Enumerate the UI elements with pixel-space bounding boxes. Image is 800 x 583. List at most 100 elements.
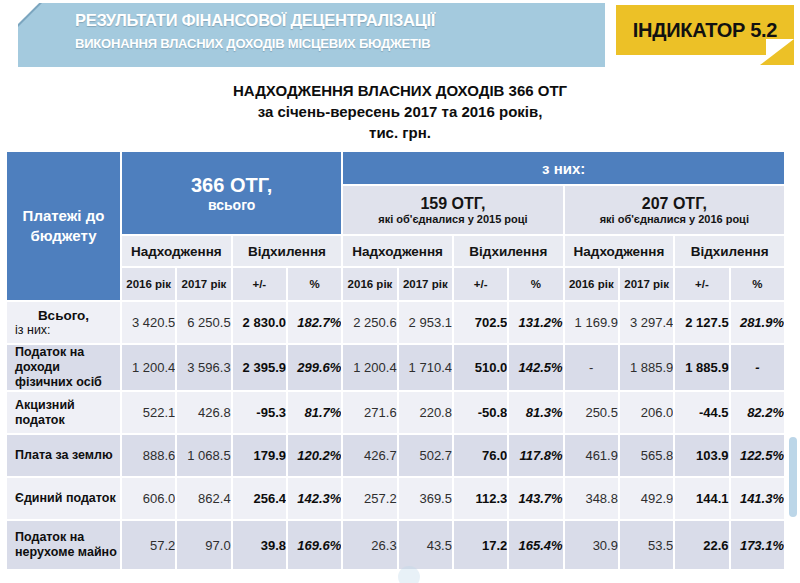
cell: 2 830.0 (233, 302, 286, 343)
table-row-total: Всього, із них: 3 420.5 6 250.5 2 830.0 … (7, 302, 784, 343)
header-deviation-159: Відхилення (454, 236, 563, 266)
cell: 492.9 (620, 478, 673, 519)
table-title-line2: за січень-вересень 2017 та 2016 років, (0, 101, 800, 122)
cell: 142.5% (509, 345, 562, 390)
header-year-2016: 2016 рік (343, 268, 396, 300)
row-label-bold: Всього, (7, 308, 120, 323)
slide: РЕЗУЛЬТАТИ ФІНАНСОВОЇ ДЕЦЕНТРАЛІЗАЦІЇ ВИ… (0, 0, 800, 583)
row-label: Податок на нерухоме майно (7, 521, 120, 569)
header-year-2017: 2017 рік (177, 268, 230, 300)
header-inflow-total: Надходження (122, 236, 231, 266)
subgroup-159-line2: які об'єдналися у 2015 році (343, 213, 562, 226)
cell: 250.5 (565, 392, 618, 433)
header-year-2016: 2016 рік (122, 268, 175, 300)
cell: 39.8 (233, 521, 286, 569)
cell: 299.6% (288, 345, 341, 390)
cell: 17.2 (454, 521, 507, 569)
cell: 143.7% (509, 478, 562, 519)
row-label-bold: Єдиний податок (7, 491, 120, 506)
cell: 1 200.4 (343, 345, 396, 390)
scrollbar-thumb[interactable] (789, 437, 797, 517)
row-label: Єдиний податок (7, 478, 120, 519)
cell: 2 953.1 (399, 302, 452, 343)
cell: 182.7% (288, 302, 341, 343)
row-label-bold: Акцизний податок (7, 398, 120, 428)
cell: 257.2 (343, 478, 396, 519)
header-delta: +/- (454, 268, 507, 300)
subgroup-header-159: 159 ОТГ, які об'єдналися у 2015 році (343, 186, 562, 234)
cell: 22.6 (675, 521, 728, 569)
cell: - (731, 345, 784, 390)
table-title: НАДХОДЖЕННЯ ВЛАСНИХ ДОХОДІВ 366 ОТГ за с… (0, 80, 800, 143)
cell: 522.1 (122, 392, 175, 433)
cell: - (565, 345, 618, 390)
cell: 57.2 (122, 521, 175, 569)
cell: -95.3 (233, 392, 286, 433)
cell: 117.8% (509, 435, 562, 476)
header-deviation-total: Відхилення (233, 236, 342, 266)
table-title-line1: НАДХОДЖЕННЯ ВЛАСНИХ ДОХОДІВ 366 ОТГ (0, 80, 800, 101)
column-header-payments: Платежі до бюджету (7, 152, 120, 300)
cell: 369.5 (399, 478, 452, 519)
table-row-land: Плата за землю 888.6 1 068.5 179.9 120.2… (7, 435, 784, 476)
row-label: Акцизний податок (7, 392, 120, 433)
table-row-excise: Акцизний податок 522.1 426.8 -95.3 81.7%… (7, 392, 784, 433)
header-inflow-159: Надходження (343, 236, 452, 266)
row-label: Плата за землю (7, 435, 120, 476)
cell: 256.4 (233, 478, 286, 519)
header-delta: +/- (675, 268, 728, 300)
header-year-2017: 2017 рік (399, 268, 452, 300)
table-row-single-tax: Єдиний податок 606.0 862.4 256.4 142.3% … (7, 478, 784, 519)
cell: 97.0 (177, 521, 230, 569)
cell: 122.5% (731, 435, 784, 476)
cell: 510.0 (454, 345, 507, 390)
cell: 1 885.9 (620, 345, 673, 390)
cell: 502.7 (399, 435, 452, 476)
row-label-normal: із них: (7, 323, 120, 338)
cell: 2 127.5 (675, 302, 728, 343)
cell: 6 250.5 (177, 302, 230, 343)
total-366-line2: всього (122, 197, 341, 213)
table-row-pit: Податок на доходи фізичних осіб 1 200.4 … (7, 345, 784, 390)
group-header-total-366: 366 ОТГ, всього (122, 152, 341, 234)
cell: 30.9 (565, 521, 618, 569)
cell: 888.6 (122, 435, 175, 476)
cell: 220.8 (399, 392, 452, 433)
cell: 348.8 (565, 478, 618, 519)
header-delta: +/- (233, 268, 286, 300)
cell: 43.5 (399, 521, 452, 569)
subgroup-207-line1: 207 ОТГ, (565, 194, 784, 213)
watermark-dot (398, 566, 420, 583)
cell: 862.4 (177, 478, 230, 519)
subgroup-207-line2: які об'єдналися у 2016 році (565, 213, 784, 226)
cell: 271.6 (343, 392, 396, 433)
cell: 1 200.4 (122, 345, 175, 390)
subgroup-159-line1: 159 ОТГ, (343, 194, 562, 213)
cell: 2 250.6 (343, 302, 396, 343)
cell: 144.1 (675, 478, 728, 519)
cell: 1 710.4 (399, 345, 452, 390)
cell: 2 395.9 (233, 345, 286, 390)
cell: 1 169.9 (565, 302, 618, 343)
cell: 120.2% (288, 435, 341, 476)
cell: 112.3 (454, 478, 507, 519)
cell: 169.6% (288, 521, 341, 569)
cell: 461.9 (565, 435, 618, 476)
cell: 142.3% (288, 478, 341, 519)
header-percent: % (509, 268, 562, 300)
payments-line2: бюджету (7, 226, 120, 246)
cell: 606.0 (122, 478, 175, 519)
header-year-2017: 2017 рік (620, 268, 673, 300)
cell: 3 297.4 (620, 302, 673, 343)
row-label-bold: Податок на нерухоме майно (7, 530, 120, 560)
group-header-of-them: з них: (343, 152, 784, 184)
cell: 53.5 (620, 521, 673, 569)
row-label: Всього, із них: (7, 302, 120, 343)
cell: 141.3% (731, 478, 784, 519)
subgroup-header-207: 207 ОТГ, які об'єдналися у 2016 році (565, 186, 784, 234)
table-title-line3: тис. грн. (0, 122, 800, 143)
cell: -50.8 (454, 392, 507, 433)
header-year-2016: 2016 рік (565, 268, 618, 300)
indicator-label: ІНДИКАТОР 5.2 (633, 19, 777, 42)
cell: 131.2% (509, 302, 562, 343)
